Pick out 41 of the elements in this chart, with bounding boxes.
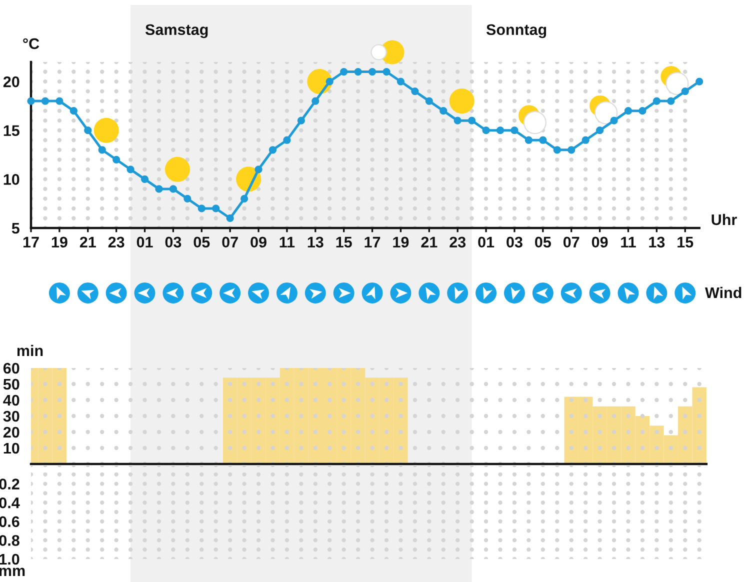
x-tick-label: 07 xyxy=(222,236,238,248)
y-tick-label: 40 xyxy=(3,394,20,406)
x-tick-label: 09 xyxy=(592,236,608,248)
x-tick-label: 01 xyxy=(136,236,153,248)
y-axis-title: min xyxy=(17,344,43,356)
x-tick-label: 15 xyxy=(336,236,352,248)
y-tick-label: 30 xyxy=(3,410,20,422)
x-tick-label: 15 xyxy=(678,236,694,248)
y-axis-title: °C xyxy=(23,38,40,50)
text: Sonntag xyxy=(486,24,546,38)
y-tick-label: 50 xyxy=(3,378,20,390)
x-tick-label: 21 xyxy=(80,236,96,248)
x-tick-label: 11 xyxy=(280,236,295,248)
y-tick-label: 5 xyxy=(12,223,20,234)
x-tick-label: 23 xyxy=(108,236,124,248)
text: Samstag xyxy=(145,24,208,38)
x-tick-label: 13 xyxy=(308,236,324,248)
y-tick-label: 10 xyxy=(4,442,20,454)
x-tick-label: 03 xyxy=(506,236,522,248)
text: Wind xyxy=(705,286,742,298)
y-tick-label: 20 xyxy=(3,76,20,88)
x-tick-label: 11 xyxy=(621,236,636,248)
y-tick-label: 10 xyxy=(4,174,20,185)
x-tick-label: 21 xyxy=(421,236,438,248)
x-tick-label: 09 xyxy=(250,236,266,248)
x-tick-label: 07 xyxy=(563,236,580,248)
x-axis-title: Uhr xyxy=(712,214,737,226)
x-tick-label: 01 xyxy=(478,236,494,248)
x-tick-label: 13 xyxy=(649,236,665,248)
x-tick-label: 17 xyxy=(364,236,380,248)
x-tick-label: 17 xyxy=(23,236,39,248)
x-tick-label: 19 xyxy=(393,236,409,248)
x-tick-label: 23 xyxy=(450,236,466,248)
x-tick-label: 05 xyxy=(194,236,210,248)
y-tick-label: 20 xyxy=(3,426,20,438)
y-tick-label: 60 xyxy=(3,362,20,374)
y-tick-label: 15 xyxy=(4,125,20,136)
x-tick-label: 05 xyxy=(535,236,551,248)
y-tick-label: 1.0 xyxy=(0,554,20,565)
x-tick-label: 19 xyxy=(52,236,68,248)
x-tick-label: 03 xyxy=(165,236,182,248)
